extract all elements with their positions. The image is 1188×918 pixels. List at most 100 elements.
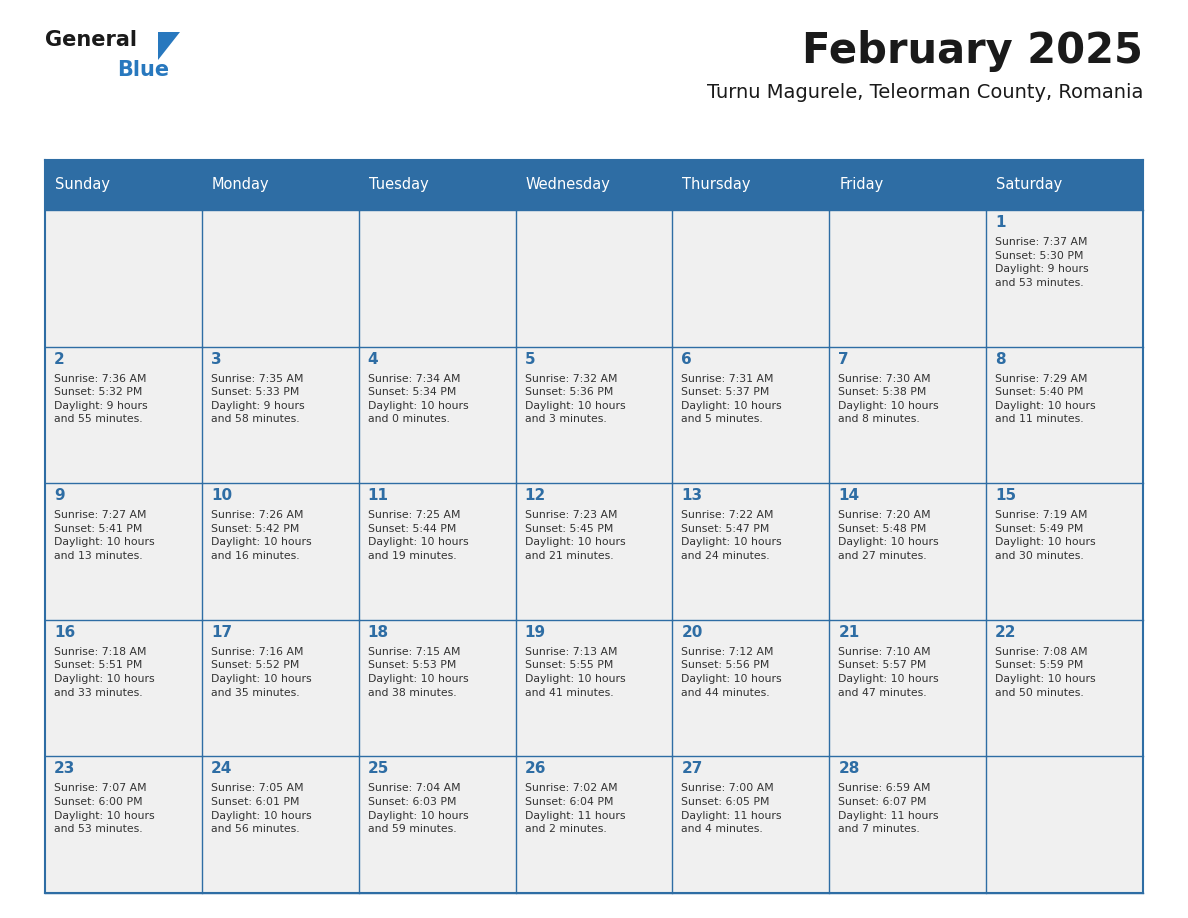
Text: 10: 10: [210, 488, 232, 503]
Bar: [202, 620, 359, 756]
Bar: [829, 347, 986, 483]
Text: 13: 13: [682, 488, 702, 503]
Bar: [986, 160, 1143, 210]
Bar: [516, 756, 672, 893]
Text: 26: 26: [525, 761, 546, 777]
Bar: [202, 210, 359, 347]
Text: Sunrise: 7:08 AM
Sunset: 5:59 PM
Daylight: 10 hours
and 50 minutes.: Sunrise: 7:08 AM Sunset: 5:59 PM Dayligh…: [996, 647, 1095, 698]
Bar: [672, 756, 829, 893]
Bar: [516, 160, 672, 210]
Bar: [359, 160, 516, 210]
Bar: [359, 756, 516, 893]
Bar: [516, 347, 672, 483]
Text: Sunrise: 7:15 AM
Sunset: 5:53 PM
Daylight: 10 hours
and 38 minutes.: Sunrise: 7:15 AM Sunset: 5:53 PM Dayligh…: [368, 647, 468, 698]
Bar: [516, 620, 672, 756]
Text: Sunrise: 7:26 AM
Sunset: 5:42 PM
Daylight: 10 hours
and 16 minutes.: Sunrise: 7:26 AM Sunset: 5:42 PM Dayligh…: [210, 510, 311, 561]
Text: Monday: Monday: [211, 177, 270, 193]
Bar: [516, 210, 672, 347]
Text: Saturday: Saturday: [997, 177, 1062, 193]
Text: 19: 19: [525, 625, 545, 640]
Text: Sunrise: 7:32 AM
Sunset: 5:36 PM
Daylight: 10 hours
and 3 minutes.: Sunrise: 7:32 AM Sunset: 5:36 PM Dayligh…: [525, 374, 625, 424]
Bar: [359, 210, 516, 347]
Text: 27: 27: [682, 761, 703, 777]
Text: Sunrise: 7:02 AM
Sunset: 6:04 PM
Daylight: 11 hours
and 2 minutes.: Sunrise: 7:02 AM Sunset: 6:04 PM Dayligh…: [525, 783, 625, 834]
Text: 15: 15: [996, 488, 1016, 503]
Bar: [45, 756, 202, 893]
Bar: [986, 210, 1143, 347]
Bar: [986, 347, 1143, 483]
Bar: [45, 160, 202, 210]
Bar: [202, 756, 359, 893]
Text: Tuesday: Tuesday: [368, 177, 429, 193]
Text: February 2025: February 2025: [802, 30, 1143, 72]
Text: 8: 8: [996, 352, 1006, 366]
Bar: [829, 620, 986, 756]
Text: Sunrise: 7:34 AM
Sunset: 5:34 PM
Daylight: 10 hours
and 0 minutes.: Sunrise: 7:34 AM Sunset: 5:34 PM Dayligh…: [368, 374, 468, 424]
Text: Sunrise: 7:18 AM
Sunset: 5:51 PM
Daylight: 10 hours
and 33 minutes.: Sunrise: 7:18 AM Sunset: 5:51 PM Dayligh…: [53, 647, 154, 698]
Bar: [359, 347, 516, 483]
Text: Sunrise: 7:25 AM
Sunset: 5:44 PM
Daylight: 10 hours
and 19 minutes.: Sunrise: 7:25 AM Sunset: 5:44 PM Dayligh…: [368, 510, 468, 561]
Bar: [829, 756, 986, 893]
Text: 5: 5: [525, 352, 536, 366]
Bar: [672, 620, 829, 756]
Text: 25: 25: [368, 761, 390, 777]
Text: Sunrise: 7:12 AM
Sunset: 5:56 PM
Daylight: 10 hours
and 44 minutes.: Sunrise: 7:12 AM Sunset: 5:56 PM Dayligh…: [682, 647, 782, 698]
Text: 3: 3: [210, 352, 221, 366]
Text: Sunrise: 7:35 AM
Sunset: 5:33 PM
Daylight: 9 hours
and 58 minutes.: Sunrise: 7:35 AM Sunset: 5:33 PM Dayligh…: [210, 374, 304, 424]
Text: 1: 1: [996, 215, 1006, 230]
Text: Turnu Magurele, Teleorman County, Romania: Turnu Magurele, Teleorman County, Romani…: [707, 83, 1143, 102]
Bar: [45, 620, 202, 756]
Text: Sunrise: 7:31 AM
Sunset: 5:37 PM
Daylight: 10 hours
and 5 minutes.: Sunrise: 7:31 AM Sunset: 5:37 PM Dayligh…: [682, 374, 782, 424]
Bar: [672, 347, 829, 483]
Text: Sunday: Sunday: [55, 177, 110, 193]
Text: Sunrise: 7:13 AM
Sunset: 5:55 PM
Daylight: 10 hours
and 41 minutes.: Sunrise: 7:13 AM Sunset: 5:55 PM Dayligh…: [525, 647, 625, 698]
Text: 22: 22: [996, 625, 1017, 640]
Text: 9: 9: [53, 488, 64, 503]
Text: Sunrise: 7:04 AM
Sunset: 6:03 PM
Daylight: 10 hours
and 59 minutes.: Sunrise: 7:04 AM Sunset: 6:03 PM Dayligh…: [368, 783, 468, 834]
Text: Sunrise: 7:30 AM
Sunset: 5:38 PM
Daylight: 10 hours
and 8 minutes.: Sunrise: 7:30 AM Sunset: 5:38 PM Dayligh…: [839, 374, 939, 424]
Text: Sunrise: 7:10 AM
Sunset: 5:57 PM
Daylight: 10 hours
and 47 minutes.: Sunrise: 7:10 AM Sunset: 5:57 PM Dayligh…: [839, 647, 939, 698]
Bar: [986, 756, 1143, 893]
Text: Sunrise: 7:07 AM
Sunset: 6:00 PM
Daylight: 10 hours
and 53 minutes.: Sunrise: 7:07 AM Sunset: 6:00 PM Dayligh…: [53, 783, 154, 834]
Text: Wednesday: Wednesday: [525, 177, 611, 193]
Text: Friday: Friday: [839, 177, 884, 193]
Bar: [45, 347, 202, 483]
Text: 7: 7: [839, 352, 849, 366]
Bar: [202, 347, 359, 483]
Text: Sunrise: 7:23 AM
Sunset: 5:45 PM
Daylight: 10 hours
and 21 minutes.: Sunrise: 7:23 AM Sunset: 5:45 PM Dayligh…: [525, 510, 625, 561]
Text: Sunrise: 7:00 AM
Sunset: 6:05 PM
Daylight: 11 hours
and 4 minutes.: Sunrise: 7:00 AM Sunset: 6:05 PM Dayligh…: [682, 783, 782, 834]
Text: 24: 24: [210, 761, 232, 777]
Text: 11: 11: [368, 488, 388, 503]
Text: 28: 28: [839, 761, 860, 777]
Text: 21: 21: [839, 625, 860, 640]
Bar: [829, 210, 986, 347]
Text: Sunrise: 7:37 AM
Sunset: 5:30 PM
Daylight: 9 hours
and 53 minutes.: Sunrise: 7:37 AM Sunset: 5:30 PM Dayligh…: [996, 237, 1088, 288]
Text: 4: 4: [368, 352, 378, 366]
Text: 23: 23: [53, 761, 75, 777]
Bar: [359, 620, 516, 756]
Polygon shape: [158, 32, 181, 60]
Bar: [986, 620, 1143, 756]
Text: Thursday: Thursday: [682, 177, 751, 193]
Text: Sunrise: 6:59 AM
Sunset: 6:07 PM
Daylight: 11 hours
and 7 minutes.: Sunrise: 6:59 AM Sunset: 6:07 PM Dayligh…: [839, 783, 939, 834]
Text: 12: 12: [525, 488, 545, 503]
Text: Sunrise: 7:22 AM
Sunset: 5:47 PM
Daylight: 10 hours
and 24 minutes.: Sunrise: 7:22 AM Sunset: 5:47 PM Dayligh…: [682, 510, 782, 561]
Bar: [672, 160, 829, 210]
Bar: [359, 483, 516, 620]
Text: Sunrise: 7:36 AM
Sunset: 5:32 PM
Daylight: 9 hours
and 55 minutes.: Sunrise: 7:36 AM Sunset: 5:32 PM Dayligh…: [53, 374, 147, 424]
Text: Sunrise: 7:05 AM
Sunset: 6:01 PM
Daylight: 10 hours
and 56 minutes.: Sunrise: 7:05 AM Sunset: 6:01 PM Dayligh…: [210, 783, 311, 834]
Text: Sunrise: 7:20 AM
Sunset: 5:48 PM
Daylight: 10 hours
and 27 minutes.: Sunrise: 7:20 AM Sunset: 5:48 PM Dayligh…: [839, 510, 939, 561]
Text: 14: 14: [839, 488, 859, 503]
Text: Sunrise: 7:29 AM
Sunset: 5:40 PM
Daylight: 10 hours
and 11 minutes.: Sunrise: 7:29 AM Sunset: 5:40 PM Dayligh…: [996, 374, 1095, 424]
Bar: [829, 483, 986, 620]
Text: General: General: [45, 30, 137, 50]
Text: 6: 6: [682, 352, 693, 366]
Bar: [672, 210, 829, 347]
Text: Sunrise: 7:27 AM
Sunset: 5:41 PM
Daylight: 10 hours
and 13 minutes.: Sunrise: 7:27 AM Sunset: 5:41 PM Dayligh…: [53, 510, 154, 561]
Text: Sunrise: 7:16 AM
Sunset: 5:52 PM
Daylight: 10 hours
and 35 minutes.: Sunrise: 7:16 AM Sunset: 5:52 PM Dayligh…: [210, 647, 311, 698]
Text: Blue: Blue: [116, 60, 169, 80]
Text: 20: 20: [682, 625, 703, 640]
Bar: [45, 483, 202, 620]
Bar: [45, 210, 202, 347]
Bar: [672, 483, 829, 620]
